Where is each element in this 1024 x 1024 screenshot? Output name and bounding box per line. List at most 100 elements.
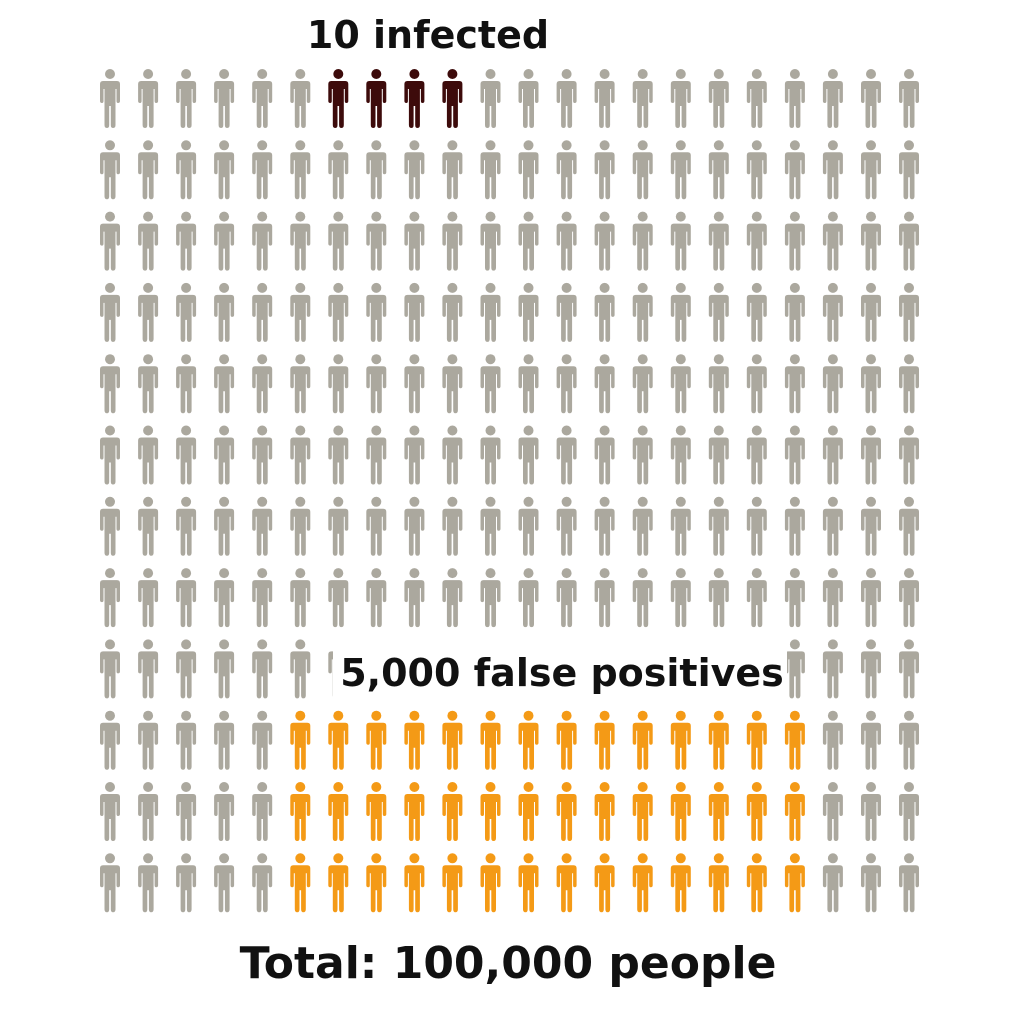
person-icon xyxy=(252,782,273,841)
person-icon xyxy=(594,568,615,628)
person-icon xyxy=(366,568,387,628)
person-icon xyxy=(442,496,463,556)
person-icon xyxy=(632,211,653,271)
false-positive-person-icon xyxy=(328,710,349,770)
false-positive-person-icon xyxy=(784,782,805,841)
false-positive-person-icon xyxy=(632,853,653,913)
person-icon xyxy=(480,496,501,556)
person-icon xyxy=(822,140,843,200)
false-positives-label: 5,000 false positives xyxy=(340,651,784,695)
person-icon xyxy=(442,282,463,342)
person-icon xyxy=(708,354,729,414)
person-icon xyxy=(899,710,919,770)
person-icon xyxy=(366,425,387,485)
person-icon xyxy=(100,425,120,485)
person-icon xyxy=(861,140,881,200)
false-positive-person-icon xyxy=(594,782,615,841)
person-icon xyxy=(594,354,615,414)
person-icon xyxy=(366,211,387,271)
false-positive-person-icon xyxy=(708,710,729,770)
person-icon xyxy=(442,354,463,414)
person-icon xyxy=(100,211,120,271)
person-icon xyxy=(252,69,273,128)
total-label: Total: 100,000 people xyxy=(240,938,777,989)
person-icon xyxy=(708,211,729,271)
infected-person-icon xyxy=(366,69,387,128)
person-icon xyxy=(899,211,919,271)
person-icon xyxy=(138,354,159,414)
person-icon xyxy=(366,282,387,342)
person-icon xyxy=(100,354,120,414)
false-positive-person-icon xyxy=(480,853,501,913)
person-icon xyxy=(480,425,501,485)
person-icon xyxy=(670,425,691,485)
person-icon xyxy=(480,140,501,200)
person-icon xyxy=(822,282,843,342)
person-icon xyxy=(708,568,729,628)
person-icon xyxy=(214,496,235,556)
person-icon xyxy=(632,354,653,414)
false-positive-person-icon xyxy=(480,710,501,770)
false-positive-person-icon xyxy=(366,853,387,913)
person-icon xyxy=(861,853,881,913)
person-icon xyxy=(632,568,653,628)
person-icon xyxy=(899,568,919,628)
person-icon xyxy=(708,496,729,556)
person-icon xyxy=(138,69,159,128)
false-positive-person-icon xyxy=(746,853,767,913)
false-positive-person-icon xyxy=(632,782,653,841)
person-icon xyxy=(100,140,120,200)
person-icon xyxy=(822,782,843,841)
person-icon xyxy=(442,140,463,200)
false-positive-person-icon xyxy=(556,853,577,913)
person-icon xyxy=(100,782,120,841)
false-positive-person-icon xyxy=(518,853,539,913)
person-icon xyxy=(252,425,273,485)
person-icon xyxy=(784,568,805,628)
person-icon xyxy=(290,282,311,342)
person-icon xyxy=(138,140,159,200)
person-icon xyxy=(518,69,539,128)
person-icon xyxy=(632,69,653,128)
person-icon xyxy=(784,425,805,485)
person-icon xyxy=(670,496,691,556)
person-icon xyxy=(214,710,235,770)
person-icon xyxy=(784,282,805,342)
person-icon xyxy=(899,639,919,699)
person-icon xyxy=(176,853,197,913)
person-icon xyxy=(100,853,120,913)
person-icon xyxy=(746,568,767,628)
false-positive-person-icon xyxy=(442,853,463,913)
person-icon xyxy=(366,140,387,200)
person-icon xyxy=(252,496,273,556)
person-icon xyxy=(176,639,197,699)
person-icon xyxy=(594,211,615,271)
false-positive-person-icon xyxy=(290,782,311,841)
person-icon xyxy=(176,496,197,556)
person-icon xyxy=(784,211,805,271)
false-positive-person-icon xyxy=(480,782,501,841)
person-icon xyxy=(290,140,311,200)
person-icon xyxy=(480,568,501,628)
false-positive-person-icon xyxy=(594,853,615,913)
person-icon xyxy=(328,282,349,342)
person-icon xyxy=(176,211,197,271)
false-positive-person-icon xyxy=(366,710,387,770)
false-positive-person-icon xyxy=(746,782,767,841)
person-icon xyxy=(670,69,691,128)
person-icon xyxy=(290,354,311,414)
person-icon xyxy=(746,282,767,342)
person-icon xyxy=(328,496,349,556)
person-icon xyxy=(252,568,273,628)
person-icon xyxy=(404,425,425,485)
person-icon xyxy=(442,425,463,485)
person-icon xyxy=(861,496,881,556)
person-icon xyxy=(518,140,539,200)
person-icon xyxy=(214,140,235,200)
person-icon xyxy=(480,211,501,271)
person-icon xyxy=(670,568,691,628)
person-icon xyxy=(861,425,881,485)
person-icon xyxy=(594,140,615,200)
false-positive-person-icon xyxy=(746,710,767,770)
person-icon xyxy=(784,140,805,200)
